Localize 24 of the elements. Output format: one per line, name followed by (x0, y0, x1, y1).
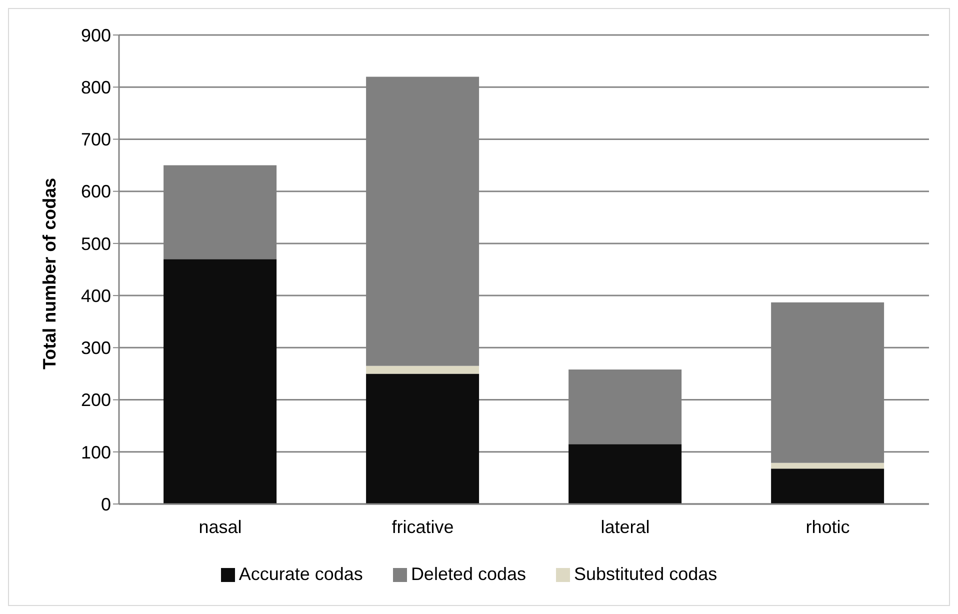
x-tick-label: nasal (198, 516, 242, 537)
legend-label: Accurate codas (238, 564, 363, 584)
bar (568, 444, 682, 504)
x-tick-label: fricative (392, 516, 454, 537)
y-tick-label: 600 (80, 182, 111, 202)
y-tick-label: 700 (80, 130, 111, 150)
y-tick-label: 500 (80, 234, 111, 254)
y-tick-label: 400 (80, 286, 111, 306)
x-tick-label: lateral (600, 516, 650, 537)
y-tick-label: 900 (80, 25, 111, 46)
y-tick-label: 800 (80, 78, 111, 98)
legend-label: Deleted codas (410, 564, 526, 584)
bar (366, 374, 480, 504)
y-tick-label: 0 (100, 494, 111, 514)
y-tick-label: 100 (80, 442, 111, 462)
y-tick-label: 200 (80, 390, 111, 410)
bar (164, 259, 277, 504)
bar (366, 366, 480, 374)
bar (771, 462, 884, 469)
legend-label: Substituted codas (574, 564, 718, 584)
x-tick-label: rhotic (806, 516, 850, 537)
y-axis-title: Total number of codas (39, 178, 60, 370)
bar (771, 468, 884, 504)
y-tick-label: 300 (80, 338, 111, 358)
